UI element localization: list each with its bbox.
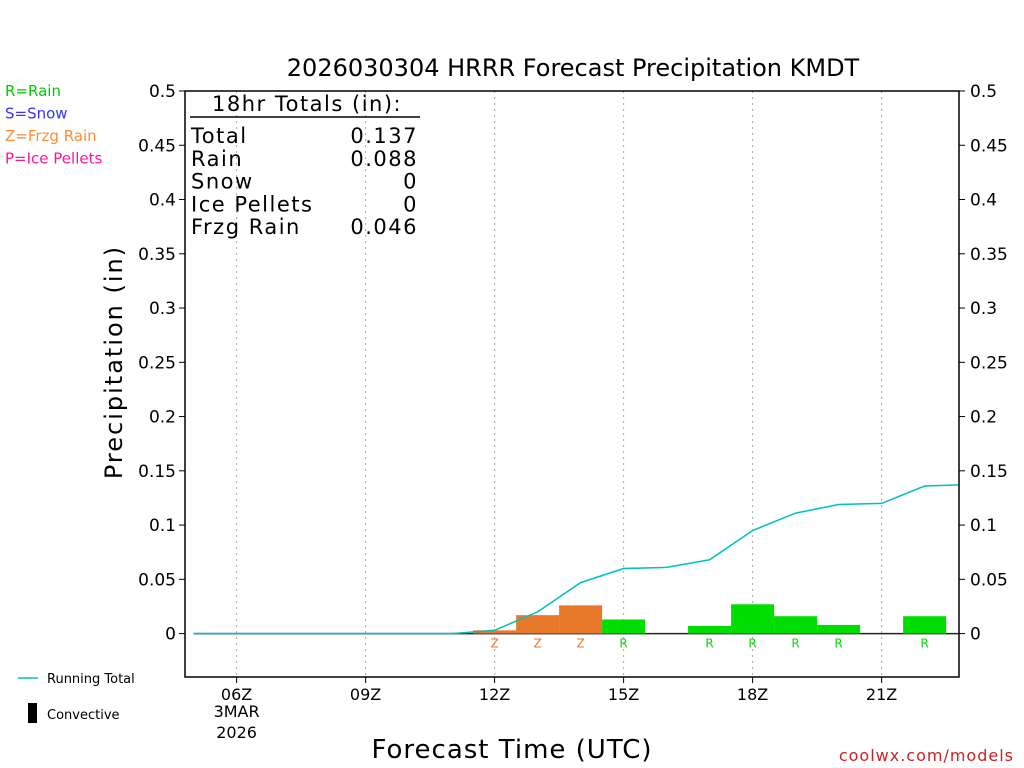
precip-type-label: R	[619, 637, 627, 651]
y-tick-label-right: 0.3	[970, 299, 997, 319]
precip-bar	[817, 624, 861, 634]
precip-type-label: R	[791, 637, 799, 651]
y-axis-label: Precipitation (in)	[100, 245, 128, 479]
precip-bar	[731, 604, 775, 634]
precip-type-label: Z	[533, 637, 541, 651]
type-legend-item: Z=Frzg Rain	[5, 127, 97, 145]
precip-type-label: Z	[576, 637, 584, 651]
x-axis-label: Forecast Time (UTC)	[371, 735, 652, 765]
precip-type-legend: R=Rain S=Snow Z=Frzg Rain P=Ice Pellets	[5, 82, 102, 168]
y-tick-label-left: 0.25	[138, 353, 176, 373]
x-tick-label: 15Z	[608, 685, 639, 704]
line-legend: Running Total Convective	[18, 672, 135, 723]
running-total-line	[193, 484, 960, 635]
x-tick-label: 21Z	[866, 685, 897, 704]
precip-bar	[688, 625, 732, 634]
totals-row-value: 0.088	[350, 147, 418, 171]
x-tick-year: 2026	[216, 723, 257, 742]
totals-heading: 18hr Totals (in):	[212, 92, 402, 116]
precip-bar	[473, 630, 517, 634]
axes	[184, 90, 960, 678]
x-tick-label: 06Z	[221, 685, 252, 704]
type-legend-item: P=Ice Pellets	[5, 150, 102, 168]
x-tick-label: 18Z	[737, 685, 768, 704]
y-tick-label-right: 0.4	[970, 191, 997, 211]
precip-bar	[559, 605, 603, 634]
gridlines	[236, 91, 883, 677]
totals-row-value: 0	[403, 192, 418, 216]
totals-row-label: Rain	[191, 147, 243, 171]
y-tick-label-left: 0.5	[149, 82, 176, 102]
totals-row-value: 0.137	[350, 124, 418, 148]
type-legend-item: R=Rain	[5, 82, 61, 100]
y-tick-label-left: 0.15	[138, 462, 176, 482]
running-total-line-group	[193, 484, 960, 635]
y-ticks: 0.5 0.5 0.45 0.45 0.4 0.4 0.35 0.35 0.3 0.3 0.25 0.…	[138, 82, 1008, 645]
y-tick-label-left: 0.05	[138, 570, 176, 590]
totals-box: 18hr Totals (in): Total 0.137 Rain 0.088 Snow…	[190, 92, 420, 239]
y-tick-label-left: 0.45	[138, 136, 176, 156]
x-tick-label: 09Z	[350, 685, 381, 704]
y-tick-label-right: 0.45	[970, 136, 1008, 156]
type-legend-item: S=Snow	[5, 105, 68, 123]
precip-type-label: R	[748, 637, 756, 651]
totals-row-label: Ice Pellets	[191, 192, 313, 216]
y-tick-label-right: 0.2	[970, 408, 997, 428]
precip-bar	[516, 615, 560, 634]
y-tick-label-right: 0.25	[970, 353, 1008, 373]
totals-row-label: Total	[190, 124, 248, 148]
y-tick-label-right: 0.5	[970, 82, 997, 102]
totals-row-label: Snow	[191, 170, 254, 194]
y-tick-label-right: 0.1	[970, 516, 997, 536]
precip-type-label: R	[705, 637, 713, 651]
y-tick-label-left: 0.1	[149, 516, 176, 536]
precip-bar	[774, 616, 818, 634]
y-tick-label-right: 0.05	[970, 570, 1008, 590]
convective-legend-label: Convective	[47, 708, 120, 723]
totals-row-label: Frzg Rain	[191, 215, 301, 239]
precip-type-label: R	[920, 637, 928, 651]
y-tick-label-left: 0	[165, 625, 176, 645]
precip-type-label: Z	[490, 637, 498, 651]
y-tick-label-left: 0.3	[149, 299, 176, 319]
totals-row-value: 0	[403, 170, 418, 194]
y-tick-label-left: 0.35	[138, 245, 176, 265]
precip-bar	[602, 619, 646, 634]
precip-bar	[903, 616, 947, 634]
y-tick-label-left: 0.2	[149, 408, 176, 428]
totals-row-value: 0.046	[350, 215, 418, 239]
y-tick-label-left: 0.4	[149, 191, 176, 211]
watermark: coolwx.com/models	[839, 746, 1014, 765]
precip-type-label: R	[834, 637, 842, 651]
y-tick-label-right: 0.35	[970, 245, 1008, 265]
y-tick-label-right: 0	[970, 625, 981, 645]
running-total-legend-label: Running Total	[47, 672, 135, 687]
plot-frame	[184, 90, 960, 678]
chart-title: 2026030304 HRRR Forecast Precipitation K…	[287, 54, 860, 82]
x-tick-date: 3MAR	[214, 702, 260, 721]
y-tick-label-right: 0.15	[970, 462, 1008, 482]
x-tick-label: 12Z	[479, 685, 510, 704]
convective-swatch	[28, 703, 37, 723]
